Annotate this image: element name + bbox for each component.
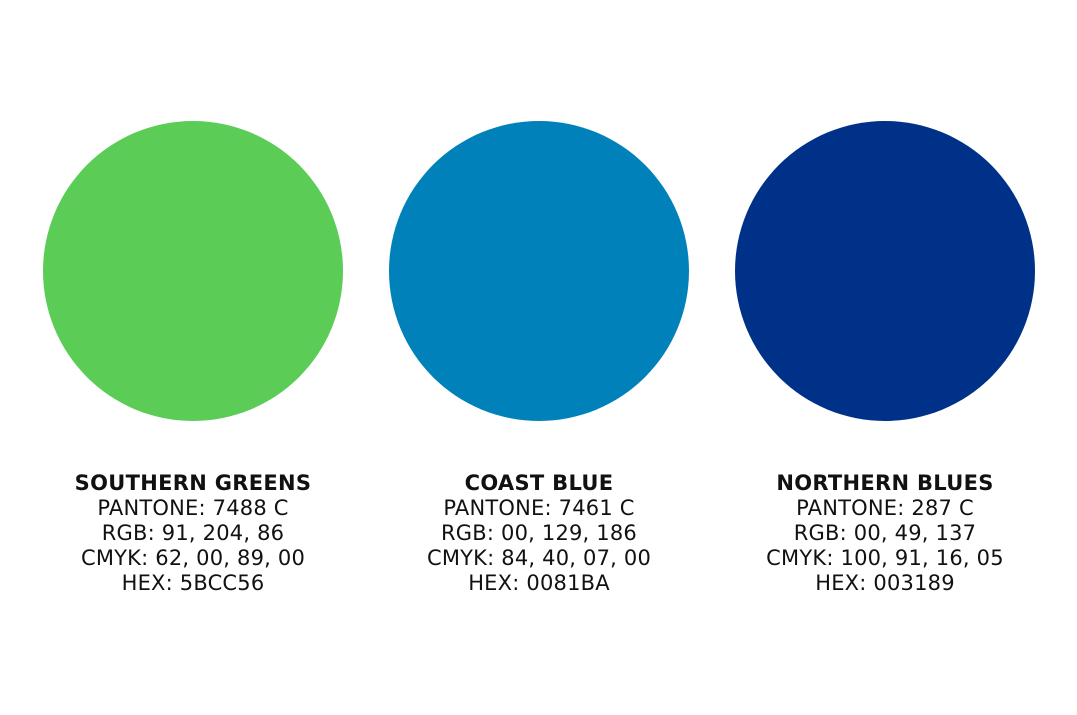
color-circle-coast-blue	[389, 121, 689, 421]
swatch-info: COAST BLUE PANTONE: 7461 C RGB: 00, 129,…	[366, 470, 712, 596]
swatch-name: NORTHERN BLUES	[776, 471, 994, 495]
swatch-info: SOUTHERN GREENS PANTONE: 7488 C RGB: 91,…	[20, 470, 366, 596]
swatch-name: COAST BLUE	[464, 471, 614, 495]
swatch-southern-greens: SOUTHERN GREENS PANTONE: 7488 C RGB: 91,…	[20, 0, 366, 715]
swatch-info: NORTHERN BLUES PANTONE: 287 C RGB: 00, 4…	[712, 470, 1058, 596]
hex-value: HEX: 5BCC56	[121, 571, 265, 595]
rgb-value: RGB: 91, 204, 86	[101, 521, 285, 545]
swatch-name: SOUTHERN GREENS	[74, 471, 312, 495]
cmyk-value: CMYK: 100, 91, 16, 05	[766, 546, 1004, 570]
cmyk-value: CMYK: 62, 00, 89, 00	[80, 546, 306, 570]
swatch-northern-blues: NORTHERN BLUES PANTONE: 287 C RGB: 00, 4…	[712, 0, 1058, 715]
color-circle-northern-blues	[735, 121, 1035, 421]
pantone-value: PANTONE: 7488 C	[97, 496, 289, 520]
hex-value: HEX: 003189	[815, 571, 955, 595]
rgb-value: RGB: 00, 49, 137	[793, 521, 977, 545]
swatch-coast-blue: COAST BLUE PANTONE: 7461 C RGB: 00, 129,…	[366, 0, 712, 715]
color-circle-southern-greens	[43, 121, 343, 421]
pantone-value: PANTONE: 287 C	[796, 496, 974, 520]
rgb-value: RGB: 00, 129, 186	[440, 521, 637, 545]
cmyk-value: CMYK: 84, 40, 07, 00	[426, 546, 652, 570]
hex-value: HEX: 0081BA	[468, 571, 610, 595]
pantone-value: PANTONE: 7461 C	[443, 496, 635, 520]
